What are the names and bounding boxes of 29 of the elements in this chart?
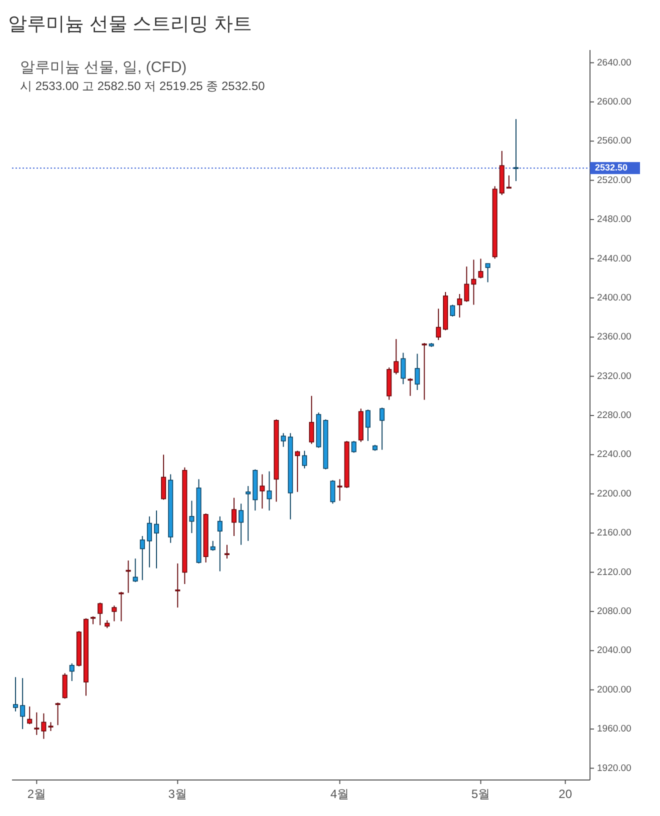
- y-tick-label: 2520.00: [597, 174, 632, 186]
- y-tick-label: 2040.00: [597, 645, 632, 656]
- y-tick-label: 2320.00: [597, 370, 632, 382]
- y-tick-label: 2200.00: [597, 488, 632, 500]
- x-tick-label: 3월: [168, 787, 187, 801]
- y-tick-label: 2240.00: [597, 449, 632, 460]
- subtitle: 알루미늄 선물, 일, (CFD): [20, 59, 187, 76]
- y-tick-label: 2120.00: [597, 566, 632, 578]
- y-tick-label: 2280.00: [597, 410, 632, 422]
- y-tick-label: 2480.00: [597, 214, 632, 226]
- x-tick-label: 5월: [471, 787, 490, 801]
- y-tick-label: 2600.00: [597, 96, 632, 108]
- y-tick-label: 1920.00: [597, 762, 632, 774]
- y-tick-label: 2000.00: [597, 684, 632, 696]
- y-tick-label: 2440.00: [597, 253, 632, 264]
- y-tick-label: 2160.00: [597, 528, 632, 539]
- y-tick-label: 2640.00: [597, 57, 632, 68]
- x-tick-label: 2월: [27, 787, 46, 801]
- x-tick-label: 20: [558, 787, 572, 801]
- title: 알루미늄 선물 스트리밍 차트: [8, 14, 252, 35]
- y-tick-label: 2360.00: [597, 332, 632, 343]
- ref-label: 2532.50: [590, 162, 640, 174]
- ref-line-label: 2532.50: [595, 162, 628, 173]
- x-tick-label: 4월: [330, 787, 350, 801]
- y-tick-label: 2080.00: [597, 606, 632, 618]
- y-tick-label: 2560.00: [597, 136, 632, 147]
- annotation: 시 2533.00 고 2582.50 저 2519.25 종 2532.50: [20, 79, 265, 93]
- y-tick-label: 2400.00: [597, 292, 632, 304]
- y-tick-label: 1960.00: [597, 724, 632, 735]
